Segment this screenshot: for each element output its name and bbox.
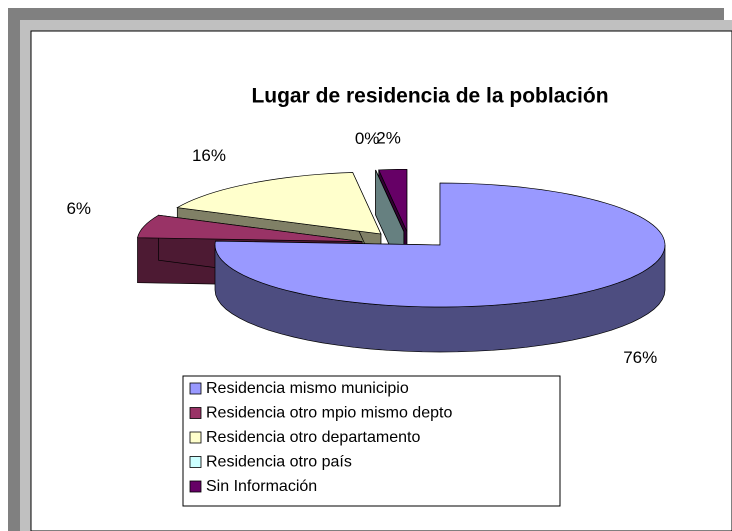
data-label: 0%	[355, 129, 380, 148]
legend-label: Residencia otro país	[206, 454, 352, 471]
legend-swatch	[189, 480, 202, 493]
legend-swatch	[189, 431, 202, 444]
legend-label: Residencia otro departamento	[206, 429, 420, 446]
data-label: 6%	[66, 199, 91, 218]
slice-top	[378, 169, 408, 232]
legend	[182, 375, 561, 507]
legend-swatch	[189, 382, 202, 395]
legend-label: Residencia mismo municipio	[206, 380, 409, 397]
pie-slice	[214, 182, 666, 353]
data-label: 16%	[192, 146, 226, 165]
slice-top	[137, 214, 363, 242]
legend-label: Residencia otro mpio mismo depto	[206, 405, 452, 422]
legend-swatch	[189, 407, 202, 419]
legend-swatch	[189, 456, 202, 468]
legend-label: Sin Información	[206, 478, 317, 495]
chart-title: Lugar de residencia de la población	[251, 85, 608, 108]
data-label: 76%	[623, 348, 657, 367]
slice-top	[375, 169, 405, 232]
slice-top	[176, 172, 382, 235]
data-label: 2%	[376, 128, 401, 147]
slice-top	[214, 182, 666, 308]
